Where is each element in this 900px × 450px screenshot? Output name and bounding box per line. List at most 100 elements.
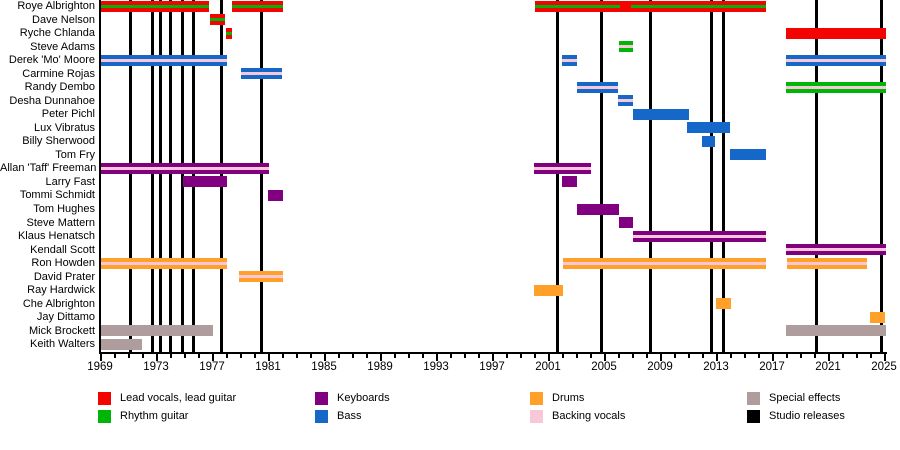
axis-minor-tick xyxy=(198,354,200,358)
axis-minor-tick xyxy=(870,354,872,358)
axis-minor-tick xyxy=(450,354,452,358)
backing-or-secondary-role-stripe xyxy=(786,85,887,89)
legend-label-keyboards: Keyboards xyxy=(337,392,390,404)
axis-minor-tick xyxy=(478,354,480,358)
axis-minor-tick xyxy=(688,354,690,358)
backing-or-secondary-role-stripe xyxy=(240,72,282,76)
member-bar xyxy=(209,14,225,26)
studio-release-line xyxy=(129,0,133,352)
axis-major-tick xyxy=(380,354,382,361)
axis-minor-tick xyxy=(184,354,186,358)
axis-major-tick xyxy=(324,354,326,361)
member-bar xyxy=(576,203,620,215)
studio-release-line xyxy=(648,0,652,352)
legend-swatch-rhythm xyxy=(98,410,111,423)
member-bar xyxy=(786,27,887,39)
axis-minor-tick xyxy=(744,354,746,358)
legend-swatch-keyboards xyxy=(315,392,328,405)
studio-release-line xyxy=(721,0,725,352)
studio-release-line xyxy=(159,0,163,352)
axis-minor-tick xyxy=(310,354,312,358)
backing-or-secondary-role-stripe xyxy=(631,4,767,8)
axis-minor-tick xyxy=(590,354,592,358)
member-label: Klaus Henatsch xyxy=(17,230,95,243)
member-bar xyxy=(716,298,731,310)
legend-swatch-bass xyxy=(315,410,328,423)
member-label: Allan 'Taff' Freeman xyxy=(0,162,97,175)
member-bar xyxy=(534,162,592,174)
axis-minor-tick xyxy=(254,354,256,358)
axis-tick-label: 1981 xyxy=(255,361,281,373)
backing-or-secondary-role-stripe xyxy=(209,18,225,22)
axis-tick-label: 1973 xyxy=(143,361,169,373)
axis-tick-label: 1977 xyxy=(199,361,225,373)
axis-minor-tick xyxy=(338,354,340,358)
member-bar xyxy=(239,271,283,283)
member-label: Jay Dittamo xyxy=(36,311,95,324)
axis-major-tick xyxy=(716,354,718,361)
studio-release-line xyxy=(181,0,185,352)
backing-or-secondary-role-stripe xyxy=(786,58,887,62)
legend-swatch-drums xyxy=(530,392,543,405)
axis-major-tick xyxy=(884,354,886,361)
axis-tick-label: 1989 xyxy=(367,361,393,373)
backing-or-secondary-role-stripe xyxy=(562,58,577,62)
member-bar xyxy=(226,27,233,39)
backing-or-secondary-role-stripe xyxy=(534,4,621,8)
axis-minor-tick xyxy=(632,354,634,358)
axis-minor-tick xyxy=(366,354,368,358)
legend-label-releases: Studio releases xyxy=(769,410,845,422)
axis-tick-label: 1985 xyxy=(311,361,337,373)
studio-release-line xyxy=(710,0,714,352)
member-label: Tom Fry xyxy=(55,148,95,161)
axis-minor-tick xyxy=(562,354,564,358)
axis-major-tick xyxy=(548,354,550,361)
member-label: Randy Dembo xyxy=(24,81,95,94)
member-bar xyxy=(633,230,767,242)
axis-minor-tick xyxy=(674,354,676,358)
member-bar xyxy=(268,189,284,201)
backing-or-secondary-role-stripe xyxy=(562,261,767,265)
axis-minor-tick xyxy=(422,354,424,358)
legend-swatch-backing xyxy=(530,410,543,423)
member-bar xyxy=(183,176,227,188)
backing-or-secondary-role-stripe xyxy=(100,58,227,62)
legend-label-drums: Drums xyxy=(552,392,585,404)
axis-tick-label: 1969 xyxy=(87,361,113,373)
member-label: Derek 'Mo' Moore xyxy=(8,54,95,67)
axis-minor-tick xyxy=(702,354,704,358)
member-bar xyxy=(576,81,618,93)
axis-tick-label: 2017 xyxy=(759,361,785,373)
member-label: Carmine Rojas xyxy=(22,67,95,80)
axis-minor-tick xyxy=(730,354,732,358)
axis-minor-tick xyxy=(352,354,354,358)
axis-major-tick xyxy=(268,354,270,361)
backing-or-secondary-role-stripe xyxy=(786,248,887,252)
axis-minor-tick xyxy=(646,354,648,358)
axis-minor-tick xyxy=(408,354,410,358)
member-bar xyxy=(534,0,621,12)
backing-or-secondary-role-stripe xyxy=(618,99,634,103)
member-label: Che Albrighton xyxy=(22,297,95,310)
axis-minor-tick xyxy=(758,354,760,358)
axis-major-tick xyxy=(772,354,774,361)
member-label: Steve Mattern xyxy=(26,216,95,229)
axis-tick-label: 2021 xyxy=(815,361,841,373)
member-label: Desha Dunnahoe xyxy=(9,94,95,107)
studio-release-line xyxy=(879,0,883,352)
axis-major-tick xyxy=(100,354,102,361)
axis-tick-label: 2013 xyxy=(703,361,729,373)
member-bar xyxy=(100,338,142,350)
axis-tick-label: 2005 xyxy=(591,361,617,373)
member-label: Ray Hardwick xyxy=(27,284,95,297)
member-label: David Prater xyxy=(33,270,95,283)
axis-minor-tick xyxy=(576,354,578,358)
axis-minor-tick xyxy=(534,354,536,358)
member-bar xyxy=(687,122,730,134)
member-bar xyxy=(100,54,227,66)
member-bar xyxy=(730,149,767,161)
member-bar xyxy=(100,0,209,12)
studio-release-line xyxy=(168,0,172,352)
axis-minor-tick xyxy=(296,354,298,358)
backing-or-secondary-role-stripe xyxy=(633,234,767,238)
